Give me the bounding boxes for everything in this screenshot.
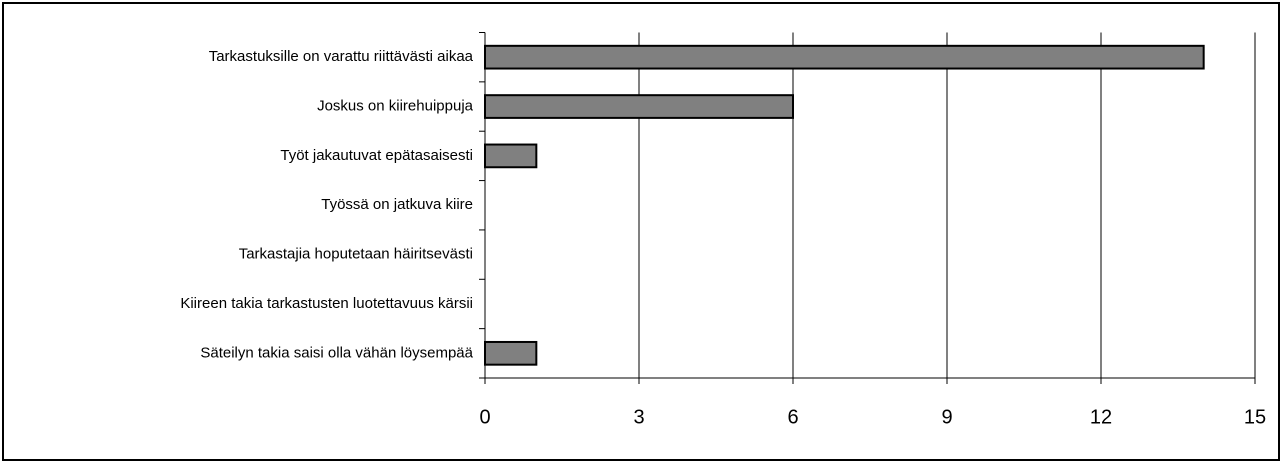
- bar: [484, 44, 1205, 70]
- bar: [484, 94, 794, 119]
- y-tick-label: Työssä on jatkuva kiire: [321, 196, 473, 213]
- bar: [484, 143, 538, 169]
- y-tick-label: Joskus on kiirehuippuja: [317, 98, 474, 115]
- x-tick-label: 6: [787, 406, 798, 428]
- y-tick-label: Työt jakautuvat epätasaisesti: [280, 147, 473, 164]
- x-tick-label: 0: [479, 406, 490, 428]
- y-tick-label: Kiireen takia tarkastusten luotettavuus …: [180, 295, 473, 312]
- y-tick-label: Tarkastuksille on varattu riittävästi ai…: [209, 48, 474, 65]
- x-tick-label: 9: [941, 406, 952, 428]
- y-tick-label: Säteilyn takia saisi olla vähän löysempä…: [200, 344, 473, 361]
- x-tick-label: 3: [633, 406, 644, 428]
- bar: [484, 340, 538, 366]
- x-tick-label: 15: [1244, 406, 1266, 428]
- y-tick-label: Tarkastajia hoputetaan häiritsevästi: [239, 246, 473, 263]
- x-tick-label: 12: [1090, 406, 1112, 428]
